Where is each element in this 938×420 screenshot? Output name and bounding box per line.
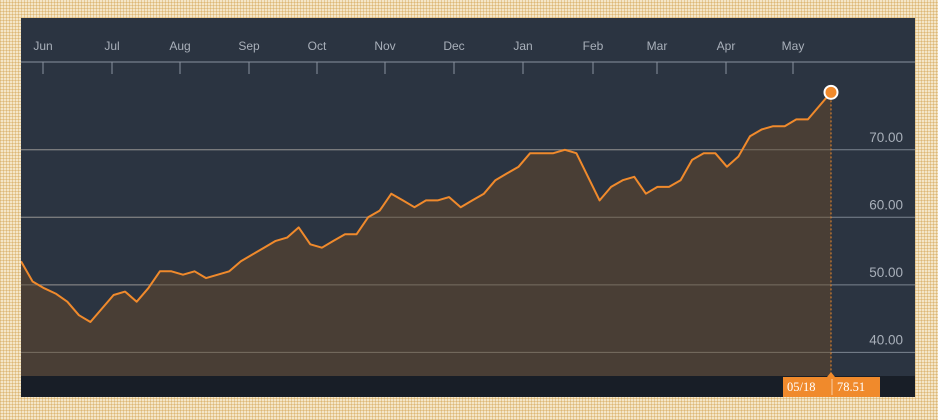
bottom-axis-strip — [21, 376, 915, 397]
chart-panel: Jun Jul Aug Sep Oct Nov Dec Jan Feb Mar Apr May 40.0… — [21, 18, 915, 397]
month-tick-label: Nov — [374, 39, 395, 53]
series-area — [21, 92, 831, 377]
month-tick-label: Jul — [104, 39, 119, 53]
month-tick-label: Feb — [583, 39, 604, 53]
month-tick-label: Apr — [717, 39, 736, 53]
month-tick-label: Jun — [33, 39, 52, 53]
last-point-marker — [823, 84, 839, 100]
month-tick-label: Jan — [513, 39, 532, 53]
flag-pointer — [827, 372, 835, 377]
last-value-flag: 05/18 78.51 — [783, 372, 880, 397]
y-tick-label: 60.00 — [869, 197, 903, 212]
month-tick-label: Aug — [169, 39, 190, 53]
month-tick-label: Dec — [443, 39, 464, 53]
stock-price-chart: Jun Jul Aug Sep Oct Nov Dec Jan Feb Mar Apr May 40.0… — [21, 39, 915, 397]
month-tick-label: Sep — [238, 39, 260, 53]
month-tick-label: May — [782, 39, 805, 53]
flag-value-label: 78.51 — [837, 380, 865, 394]
y-tick-label: 40.00 — [869, 332, 903, 347]
flag-date-label: 05/18 — [787, 380, 815, 394]
y-tick-label: 50.00 — [869, 265, 903, 280]
month-tick-label: Oct — [308, 39, 327, 53]
y-tick-label: 70.00 — [869, 130, 903, 145]
series-line — [21, 91, 832, 323]
month-tick-label: Mar — [647, 39, 668, 53]
